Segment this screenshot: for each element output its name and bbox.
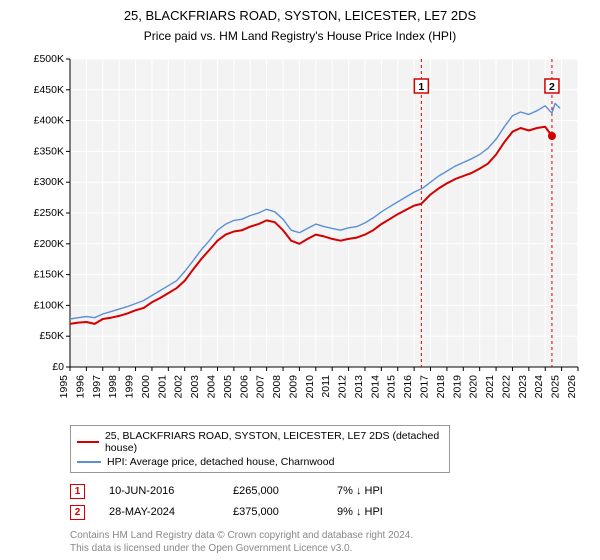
annotation-date: 10-JUN-2016	[109, 485, 209, 497]
svg-text:2012: 2012	[337, 375, 349, 399]
annotation-marker: 2	[70, 505, 85, 520]
svg-text:2025: 2025	[550, 375, 562, 399]
svg-text:2005: 2005	[222, 375, 234, 399]
legend-label: 25, BLACKFRIARS ROAD, SYSTON, LEICESTER,…	[105, 430, 443, 454]
svg-text:2024: 2024	[533, 375, 545, 399]
svg-text:2023: 2023	[517, 375, 529, 399]
footer: Contains HM Land Registry data © Crown c…	[70, 529, 588, 555]
svg-text:2008: 2008	[271, 375, 283, 399]
svg-text:2: 2	[549, 81, 555, 93]
svg-text:£50K: £50K	[39, 330, 64, 342]
annotation-note: 9% ↓ HPI	[337, 506, 383, 518]
legend-item: 25, BLACKFRIARS ROAD, SYSTON, LEICESTER,…	[77, 429, 443, 455]
annotation-table: 1 10-JUN-2016 £265,000 7% ↓ HPI 2 28-MAY…	[70, 481, 588, 523]
svg-text:2019: 2019	[451, 375, 463, 399]
chart-container: 25, BLACKFRIARS ROAD, SYSTON, LEICESTER,…	[0, 0, 600, 560]
svg-text:2018: 2018	[435, 375, 447, 399]
svg-text:£0: £0	[52, 361, 64, 373]
annotation-price: £375,000	[233, 506, 313, 518]
svg-text:£200K: £200K	[34, 238, 64, 250]
svg-text:2017: 2017	[419, 375, 431, 399]
annotation-row: 1 10-JUN-2016 £265,000 7% ↓ HPI	[70, 481, 588, 502]
svg-text:1999: 1999	[124, 375, 136, 399]
svg-text:£500K: £500K	[34, 53, 64, 65]
svg-text:2004: 2004	[205, 375, 217, 399]
svg-text:2022: 2022	[500, 375, 512, 399]
chart-subtitle: Price paid vs. HM Land Registry's House …	[12, 29, 588, 43]
footer-line: Contains HM Land Registry data © Crown c…	[70, 529, 588, 542]
svg-text:2007: 2007	[255, 375, 267, 399]
footer-line: This data is licensed under the Open Gov…	[70, 542, 588, 555]
legend-item: HPI: Average price, detached house, Char…	[77, 455, 443, 469]
svg-text:2000: 2000	[140, 375, 152, 399]
annotation-row: 2 28-MAY-2024 £375,000 9% ↓ HPI	[70, 502, 588, 523]
legend-swatch	[77, 461, 101, 463]
svg-text:2010: 2010	[304, 375, 316, 399]
chart-title: 25, BLACKFRIARS ROAD, SYSTON, LEICESTER,…	[12, 8, 588, 25]
svg-text:2013: 2013	[353, 375, 365, 399]
svg-text:£400K: £400K	[34, 114, 64, 126]
svg-text:£300K: £300K	[34, 176, 64, 188]
annotation-price: £265,000	[233, 485, 313, 497]
svg-text:2011: 2011	[320, 375, 332, 398]
svg-text:2020: 2020	[468, 375, 480, 399]
svg-text:2014: 2014	[369, 375, 381, 399]
svg-text:2015: 2015	[386, 375, 398, 399]
svg-text:£350K: £350K	[34, 145, 64, 157]
svg-text:2003: 2003	[189, 375, 201, 399]
svg-text:2009: 2009	[287, 375, 299, 399]
svg-text:£250K: £250K	[34, 207, 64, 219]
svg-text:2026: 2026	[566, 375, 578, 399]
svg-text:£150K: £150K	[34, 268, 64, 280]
svg-text:1997: 1997	[91, 375, 103, 399]
svg-text:£100K: £100K	[34, 299, 64, 311]
svg-text:1995: 1995	[58, 375, 70, 399]
annotation-note: 7% ↓ HPI	[337, 485, 383, 497]
annotation-marker: 1	[70, 484, 85, 499]
svg-text:2002: 2002	[173, 375, 185, 399]
line-chart: £0 £50K £100K £150K £200K £250K £300K £350K £400…	[12, 49, 588, 419]
svg-text:2021: 2021	[484, 375, 496, 399]
legend-label: HPI: Average price, detached house, Char…	[107, 456, 334, 468]
legend-swatch	[77, 441, 99, 443]
annotation-date: 28-MAY-2024	[109, 506, 209, 518]
svg-text:1996: 1996	[74, 375, 86, 399]
svg-text:2001: 2001	[156, 375, 168, 399]
svg-text:£450K: £450K	[34, 84, 64, 96]
svg-text:2016: 2016	[402, 375, 414, 399]
legend: 25, BLACKFRIARS ROAD, SYSTON, LEICESTER,…	[70, 425, 450, 473]
svg-text:2006: 2006	[238, 375, 250, 399]
svg-text:1998: 1998	[107, 375, 119, 399]
svg-text:1: 1	[418, 81, 424, 93]
